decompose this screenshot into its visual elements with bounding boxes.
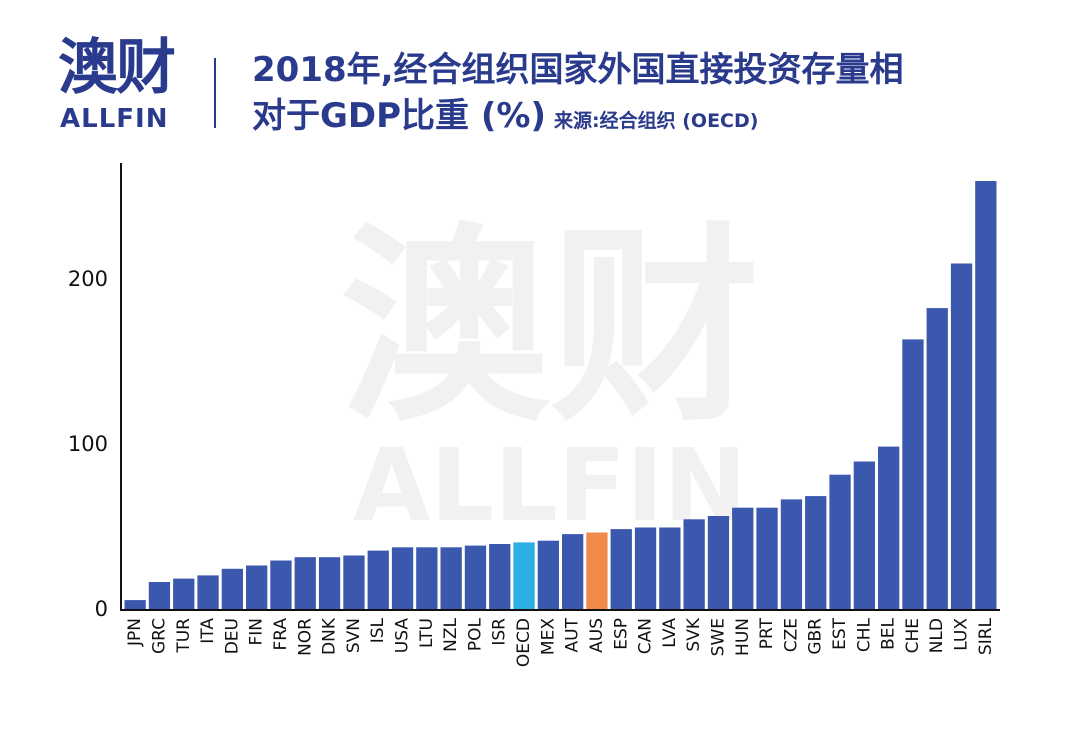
bar-isr (489, 544, 511, 610)
x-tick-label-can: CAN (636, 618, 656, 654)
bar-ita (197, 575, 219, 610)
y-tick-label-200: 200 (68, 267, 108, 291)
bar-oecd (513, 542, 535, 610)
x-tick-label-gbr: GBR (806, 618, 826, 655)
x-tick-label-svk: SVK (684, 617, 704, 651)
bar-deu (221, 568, 243, 611)
chart-title-line2: 对于GDP比重 (%) 来源:经合组织 (OECD) (252, 96, 759, 136)
x-tick-label-chl: CHL (854, 617, 874, 652)
x-tick-label-hun: HUN (733, 618, 753, 656)
bar-sirl (975, 181, 997, 610)
logo-chinese: 澳财 (58, 33, 176, 103)
bar-esp (610, 529, 632, 610)
bar-lva (659, 527, 681, 610)
x-tick-label-sirl: SIRL (976, 617, 996, 655)
x-axis-labels: JPN GRC TUR ITA DEU FIN FRA NOR DNK SVN ISL USA LTU N… (125, 617, 996, 667)
bar-aut (562, 534, 584, 610)
bar-fra (270, 560, 292, 610)
x-tick-label-dnk: DNK (320, 617, 340, 655)
bar-tur (173, 578, 195, 610)
logo-english: ALLFIN (60, 104, 169, 134)
y-tick-label-0: 0 (95, 597, 108, 621)
bar-svn (343, 555, 365, 610)
x-tick-label-oecd: OECD (514, 618, 534, 667)
chart-title-line2-text: 对于GDP比重 (%) (252, 96, 547, 136)
x-tick-label-usa: USA (393, 618, 413, 654)
x-tick-label-cze: CZE (781, 618, 801, 652)
x-tick-label-aus: AUS (587, 618, 607, 653)
bar-est (829, 474, 851, 610)
x-tick-label-esp: ESP (611, 618, 631, 650)
bar-isl (367, 550, 389, 610)
bar-series (124, 181, 997, 611)
bar-dnk (318, 557, 341, 610)
x-tick-label-nzl: NZL (441, 617, 461, 651)
x-tick-label-ltu: LTU (417, 618, 437, 648)
bar-nzl (440, 547, 462, 610)
bar-hun (732, 507, 754, 610)
bar-nld (926, 308, 948, 610)
watermark-english: ALLFIN (353, 427, 747, 544)
bar-bel (878, 446, 900, 610)
x-tick-label-fra: FRA (271, 618, 291, 651)
bar-ltu (416, 547, 438, 610)
bar-fin (246, 565, 268, 610)
x-tick-label-ita: ITA (198, 618, 218, 644)
x-tick-label-mex: MEX (538, 618, 558, 655)
x-tick-label-isl: ISL (368, 617, 388, 643)
x-tick-label-jpn: JPN (125, 618, 145, 647)
x-tick-label-grc: GRC (150, 618, 170, 654)
y-axis-ticks: 0 100 200 (68, 267, 108, 621)
watermark: 澳财 ALLFIN (340, 205, 760, 544)
source-note: 来源:经合组织 (OECD) (554, 110, 759, 132)
bar-chl (853, 461, 875, 610)
x-tick-label-aut: AUT (563, 617, 583, 652)
bar-gbr (805, 496, 827, 610)
bar-can (634, 527, 657, 610)
bar-prt (756, 507, 778, 610)
x-tick-label-svn: SVN (344, 618, 364, 653)
bar-usa (391, 547, 414, 610)
bar-pol (464, 545, 487, 610)
x-tick-label-lux: LUX (952, 618, 972, 651)
x-tick-label-nld: NLD (927, 618, 947, 653)
bar-mex (537, 540, 559, 610)
x-tick-label-tur: TUR (174, 618, 194, 654)
x-tick-label-deu: DEU (222, 618, 242, 654)
x-tick-label-pol: POL (465, 617, 485, 651)
x-tick-label-isr: ISR (490, 618, 510, 646)
bar-aus (586, 532, 608, 610)
header-divider (214, 58, 216, 128)
x-tick-label-swe: SWE (709, 618, 729, 656)
x-tick-label-che: CHE (903, 618, 923, 653)
bar-nor (294, 557, 316, 610)
x-tick-label-fin: FIN (247, 618, 267, 646)
bar-jpn (124, 600, 146, 610)
y-tick-label-100: 100 (68, 432, 108, 456)
x-tick-label-bel: BEL (879, 617, 899, 649)
bar-cze (780, 499, 803, 610)
bar-che (902, 339, 924, 610)
x-tick-label-est: EST (830, 617, 850, 650)
x-tick-label-nor: NOR (295, 618, 315, 656)
watermark-chinese: 澳财 (340, 205, 760, 450)
bar-swe (707, 516, 730, 610)
bar-svk (683, 519, 705, 611)
x-tick-label-prt: PRT (757, 617, 777, 649)
chart-title-line1: 2018年,经合组织国家外国直接投资存量相 (252, 50, 904, 90)
x-tick-label-lva: LVA (660, 618, 680, 648)
bar-lux (950, 263, 973, 610)
bar-grc (148, 582, 171, 610)
